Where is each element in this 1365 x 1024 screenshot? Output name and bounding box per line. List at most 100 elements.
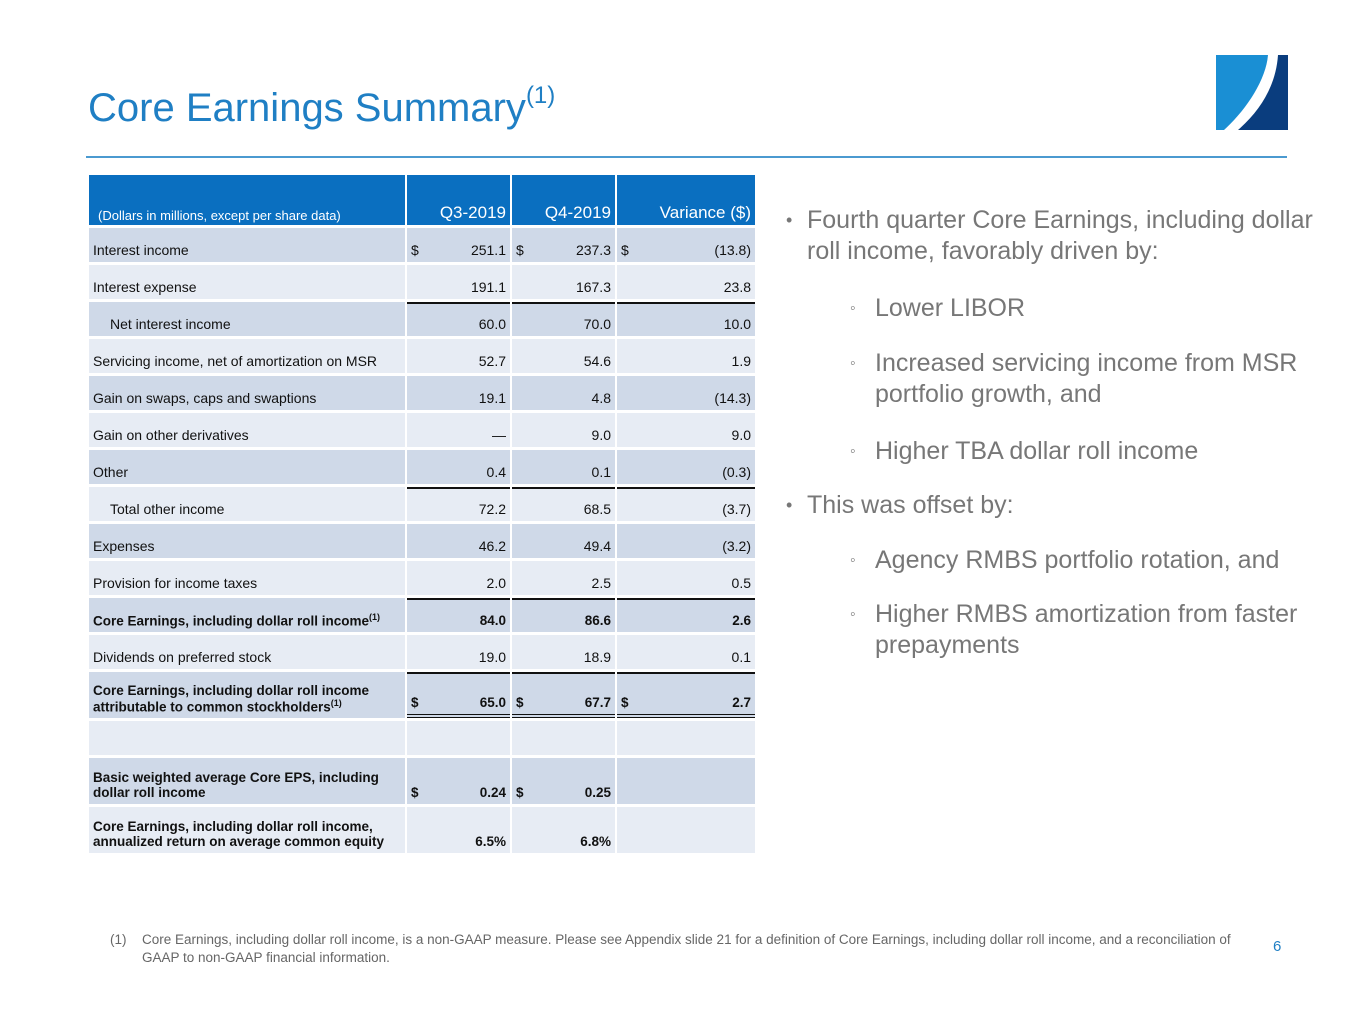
variance-value: 1.9 [617,339,755,373]
row-label: Net interest income [89,302,405,336]
table-row: Total other income 72.2 68.5 (3.7) [89,487,755,521]
core-earnings-table: (Dollars in millions, except per share d… [87,172,757,856]
q3-value: 19.0 [407,635,510,669]
variance-value: (3.7) [617,487,755,521]
table-row: Core Earnings, including dollar roll inc… [89,807,755,853]
table-row: Servicing income, net of amortization on… [89,339,755,373]
dollar-sign: $ [621,242,629,258]
dollar-sign: $ [411,785,419,800]
variance-value: $2.7 [617,672,755,718]
variance-value: 0.1 [617,635,755,669]
q4-value: 167.3 [512,265,615,299]
bullet-icon: ◦ [850,300,856,317]
q4-value: 54.6 [512,339,615,373]
header-q3: Q3-2019 [407,175,510,225]
table-row: Other 0.4 0.1 (0.3) [89,450,755,484]
bullet-item: ◦ Increased servicing income from MSR por… [850,349,1298,408]
variance-value [617,807,755,853]
row-label: Dividends on preferred stock [89,635,405,669]
q4-value: 2.5 [512,561,615,595]
table-row: Interest income $251.1 $237.3 $ (13.8) [89,228,755,262]
q3-value: 52.7 [407,339,510,373]
variance-value [617,758,755,804]
row-label: Gain on swaps, caps and swaptions [89,376,405,410]
q4-value: $237.3 [512,228,615,262]
q4-value: 4.8 [512,376,615,410]
q4-value: 68.5 [512,487,615,521]
variance-value: (14.3) [617,376,755,410]
bullet-icon: ◦ [850,355,856,372]
q3-value: 60.0 [407,302,510,336]
q4-value: $0.25 [512,758,615,804]
row-label: Core Earnings, including dollar roll inc… [89,672,405,718]
dollar-sign: $ [411,242,419,258]
row-label: Total other income [89,487,405,521]
bullet-icon: ◦ [850,606,856,623]
q4-value: $67.7 [512,672,615,718]
header-label: (Dollars in millions, except per share d… [89,175,405,225]
spacer-row [89,721,755,755]
variance-value: 9.0 [617,413,755,447]
table-row: Expenses 46.2 49.4 (3.2) [89,524,755,558]
q4-value: 70.0 [512,302,615,336]
q3-value: 46.2 [407,524,510,558]
dollar-sign: $ [516,242,524,258]
row-label: Core Earnings, including dollar roll inc… [89,807,405,853]
q4-value: 49.4 [512,524,615,558]
row-label: Servicing income, net of amortization on… [89,339,405,373]
dollar-sign: $ [516,695,524,710]
dollar-sign: $ [411,695,419,710]
title-divider [86,156,1287,158]
table-header: (Dollars in millions, except per share d… [89,175,755,225]
row-label: Expenses [89,524,405,558]
row-label: Gain on other derivatives [89,413,405,447]
bullet-item: ◦ Higher TBA dollar roll income [850,437,1199,465]
table-row: Dividends on preferred stock 19.0 18.9 0… [89,635,755,669]
q3-value: 0.4 [407,450,510,484]
company-logo [1216,55,1288,130]
bullet-item: ◦ Lower LIBOR [850,294,1026,322]
dollar-sign: $ [516,785,524,800]
table-row: Gain on other derivatives — 9.0 9.0 [89,413,755,447]
q3-value: $251.1 [407,228,510,262]
table-row: Interest expense 191.1 167.3 23.8 [89,265,755,299]
row-label: Interest income [89,228,405,262]
footnote: (1) Core Earnings, including dollar roll … [110,932,1231,965]
q4-value: 0.1 [512,450,615,484]
q3-value: 191.1 [407,265,510,299]
header-q4: Q4-2019 [512,175,615,225]
page-number: 6 [1273,938,1282,955]
bullet-icon: • [786,495,793,515]
q3-value: 2.0 [407,561,510,595]
q3-value: $0.24 [407,758,510,804]
dollar-sign: $ [621,695,629,710]
variance-value: 2.6 [617,598,755,632]
header-variance: Variance ($) [617,175,755,225]
table-row: Gain on swaps, caps and swaptions 19.1 4… [89,376,755,410]
page-title: Core Earnings Summary(1) [88,82,556,130]
variance-value: (0.3) [617,450,755,484]
variance-value: 10.0 [617,302,755,336]
variance-value: 0.5 [617,561,755,595]
row-label: Basic weighted average Core EPS, includi… [89,758,405,804]
table-row: Core Earnings, including dollar roll inc… [89,598,755,632]
bullet-item: ◦ Higher RMBS amortization from faster pr… [850,600,1298,659]
table-row: Basic weighted average Core EPS, includi… [89,758,755,804]
q3-value: 6.5% [407,807,510,853]
row-label: Provision for income taxes [89,561,405,595]
q3-value: — [407,413,510,447]
table-row: Provision for income taxes 2.0 2.5 0.5 [89,561,755,595]
q3-value: 72.2 [407,487,510,521]
bullet-item: ◦ Agency RMBS portfolio rotation, and [850,546,1280,574]
variance-value: $ (13.8) [617,228,755,262]
bullet-icon: ◦ [850,443,856,460]
bullet-icon: ◦ [850,552,856,569]
q3-value: 19.1 [407,376,510,410]
row-label: Other [89,450,405,484]
q4-value: 86.6 [512,598,615,632]
variance-value: (3.2) [617,524,755,558]
q4-value: 18.9 [512,635,615,669]
table-row: Net interest income 60.0 70.0 10.0 [89,302,755,336]
bullet-item: • This was offset by: [786,491,1014,519]
q3-value: $65.0 [407,672,510,718]
